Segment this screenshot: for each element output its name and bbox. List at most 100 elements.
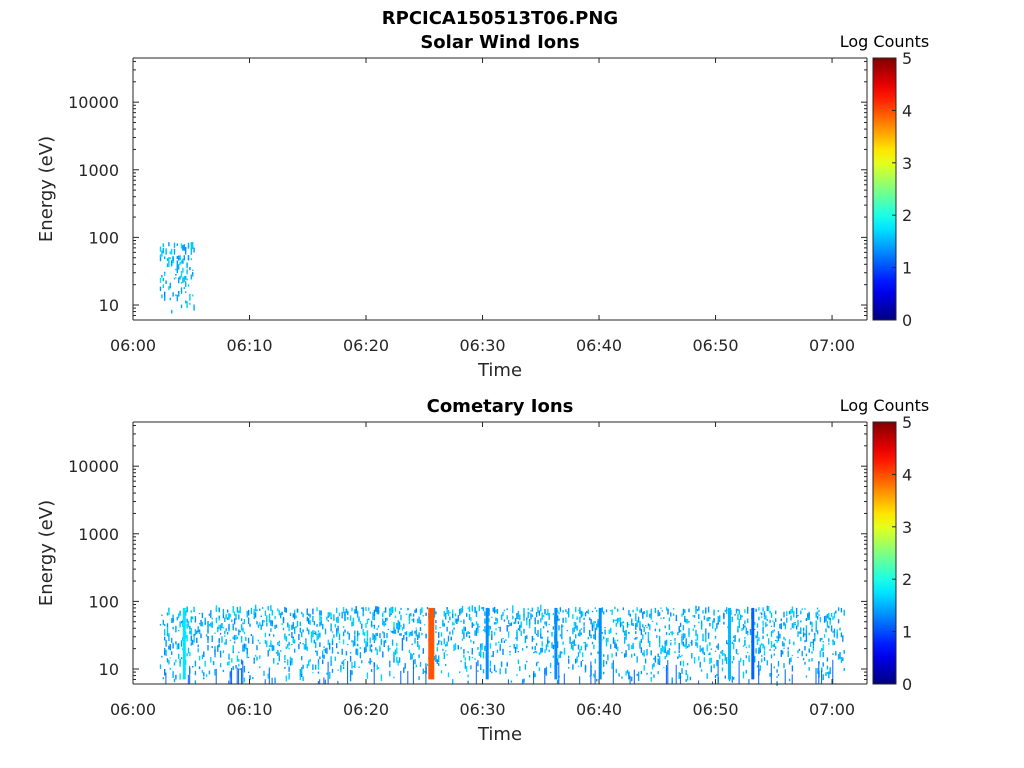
spectrogram-cell bbox=[762, 620, 764, 626]
spectrogram-cell bbox=[194, 670, 197, 676]
spectrogram-cell bbox=[506, 608, 508, 611]
spectrogram-cell bbox=[200, 619, 202, 627]
spectrogram-cell bbox=[166, 612, 169, 616]
spectrogram-cell bbox=[218, 624, 220, 630]
colorbar-tick-label: 5 bbox=[902, 49, 912, 68]
spectrogram-cell bbox=[263, 620, 265, 623]
spectrogram-cell bbox=[674, 641, 676, 645]
spectrogram-cell bbox=[611, 662, 613, 670]
spectrogram-cell bbox=[398, 621, 401, 626]
spectrogram-cell bbox=[186, 278, 188, 281]
spectrogram-cell bbox=[411, 643, 413, 646]
spectrogram-cell bbox=[825, 628, 827, 633]
spectrogram-cell bbox=[551, 631, 553, 637]
spectrogram-cell bbox=[396, 647, 398, 654]
spectrogram-cell bbox=[162, 677, 164, 680]
spectrogram-cell bbox=[337, 625, 339, 631]
spectrogram-cell bbox=[712, 681, 713, 684]
spectrogram-cell bbox=[376, 649, 378, 656]
y-tick-label: 10000 bbox=[68, 93, 119, 112]
spectrogram-cell bbox=[679, 629, 682, 632]
spectrogram-cell bbox=[537, 606, 539, 613]
spectrogram-cell bbox=[358, 618, 360, 622]
spectrogram-cell bbox=[342, 639, 345, 645]
spectrogram-cell bbox=[625, 650, 627, 657]
spectrogram-cell bbox=[839, 627, 841, 631]
spectrogram-cell bbox=[597, 621, 599, 628]
spectrogram-cell bbox=[424, 670, 426, 673]
spectrogram-cell bbox=[445, 644, 447, 647]
spectrogram-cell bbox=[579, 629, 581, 637]
spectrogram-cell bbox=[457, 645, 459, 650]
spectrogram-cell bbox=[737, 613, 739, 620]
spectrogram-cell bbox=[193, 636, 195, 643]
spectrogram-cell bbox=[172, 618, 174, 623]
spectrogram-cell bbox=[636, 637, 638, 639]
spectrogram-cell bbox=[551, 642, 553, 646]
spectrogram-cell bbox=[178, 277, 180, 284]
spectrogram-cell bbox=[622, 607, 624, 611]
spectrogram-cell bbox=[643, 665, 645, 671]
spectrogram-cell bbox=[313, 621, 315, 626]
spectrogram-cell bbox=[551, 644, 553, 649]
spectrogram-cell bbox=[512, 605, 514, 612]
spectrogram-cell bbox=[639, 609, 641, 613]
spectrogram-cell bbox=[568, 667, 570, 669]
spectrogram-cell bbox=[259, 622, 261, 626]
spectrogram-cell bbox=[843, 650, 845, 654]
spectrogram-cell bbox=[589, 630, 591, 637]
spectrogram-cell bbox=[267, 606, 269, 611]
spectrogram-cell bbox=[319, 632, 321, 638]
spectrogram-cell bbox=[366, 637, 369, 642]
spectrogram-cell bbox=[347, 660, 349, 684]
spectrogram-cell bbox=[417, 641, 419, 647]
spectrogram-cell bbox=[330, 612, 332, 617]
spectrogram-cell bbox=[198, 655, 201, 661]
spectrogram-cell bbox=[646, 672, 648, 675]
spectrogram-cell bbox=[282, 627, 285, 631]
spectrogram-cell bbox=[710, 648, 712, 651]
spectrogram-cell bbox=[540, 633, 542, 639]
spectrogram-cell bbox=[211, 635, 213, 642]
spectrogram-cell bbox=[615, 643, 617, 650]
spectrogram-cell bbox=[438, 663, 440, 666]
spectrogram-cell bbox=[166, 632, 169, 637]
spectrogram-cell bbox=[531, 607, 534, 612]
spectrogram-cell bbox=[720, 651, 722, 653]
spectrogram-cell bbox=[804, 633, 806, 636]
spectrogram-cell bbox=[615, 652, 617, 657]
spectrogram-cell bbox=[475, 627, 478, 635]
spectrogram-cell bbox=[461, 638, 464, 641]
spectrogram-cell bbox=[777, 661, 780, 665]
spectrogram-cell bbox=[254, 654, 257, 657]
spectrogram-cell bbox=[178, 613, 180, 619]
spectrogram-cell bbox=[816, 630, 819, 635]
spectrogram-cell bbox=[568, 658, 570, 664]
spectrogram-cell bbox=[698, 680, 700, 684]
spectrogram-cell bbox=[383, 640, 385, 648]
spectrogram-cell bbox=[294, 648, 296, 653]
spectrogram-cell bbox=[832, 616, 834, 621]
spectrogram-cell bbox=[386, 617, 388, 621]
spectrogram-cell bbox=[232, 606, 234, 613]
spectrogram-cell bbox=[463, 632, 465, 639]
spectrogram-cell bbox=[301, 673, 303, 677]
spectrogram-cell bbox=[814, 635, 816, 639]
spectrogram-cell bbox=[830, 625, 833, 632]
spectrogram-cell bbox=[709, 617, 711, 620]
colorbar-tick-label: 5 bbox=[902, 413, 912, 432]
spectrogram-cell bbox=[418, 644, 420, 650]
spectrogram-cell bbox=[700, 648, 703, 652]
spectrogram-cell bbox=[178, 630, 180, 632]
spectrogram-cell bbox=[197, 626, 199, 631]
spectrogram-cell bbox=[773, 622, 775, 628]
spectrogram-cell bbox=[584, 641, 587, 648]
spectrogram-cell bbox=[453, 627, 455, 630]
spectrogram-cell bbox=[832, 631, 834, 633]
spectrogram-cell bbox=[681, 613, 683, 617]
spectrogram-cell bbox=[843, 668, 845, 671]
spectrogram-cell bbox=[705, 633, 707, 637]
spectrogram-cell bbox=[626, 644, 629, 646]
spectrogram-cell bbox=[242, 622, 244, 625]
spectrogram-cell bbox=[400, 625, 402, 627]
